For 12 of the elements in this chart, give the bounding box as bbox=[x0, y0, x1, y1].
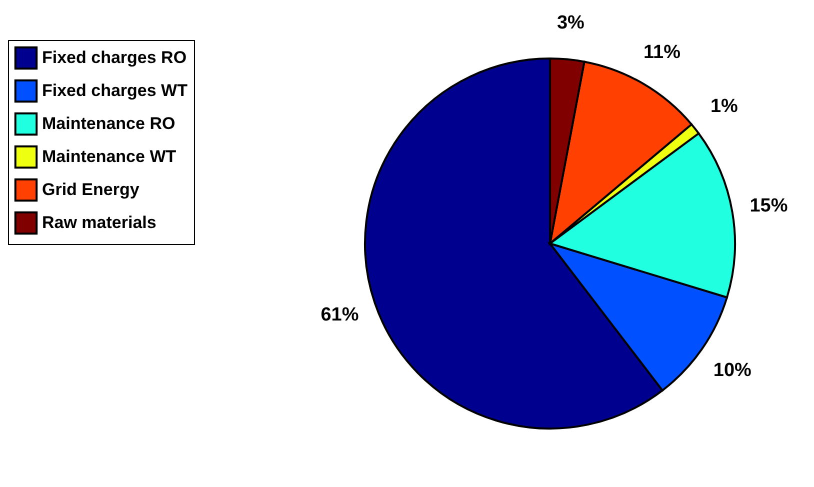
legend-label: Raw materials bbox=[42, 213, 156, 232]
data-label: 3% bbox=[556, 12, 585, 34]
legend-label: Grid Energy bbox=[42, 180, 140, 199]
data-label: 61% bbox=[320, 304, 359, 326]
legend-label: Fixed charges WT bbox=[42, 81, 188, 100]
legend-label: Maintenance RO bbox=[42, 114, 176, 133]
data-label: 11% bbox=[644, 42, 681, 63]
data-label: 10% bbox=[713, 360, 752, 382]
data-label: 1% bbox=[710, 96, 738, 117]
data-label: 15% bbox=[750, 196, 788, 217]
legend-label: Fixed charges RO bbox=[42, 48, 187, 67]
legend-label: Maintenance WT bbox=[42, 147, 177, 166]
